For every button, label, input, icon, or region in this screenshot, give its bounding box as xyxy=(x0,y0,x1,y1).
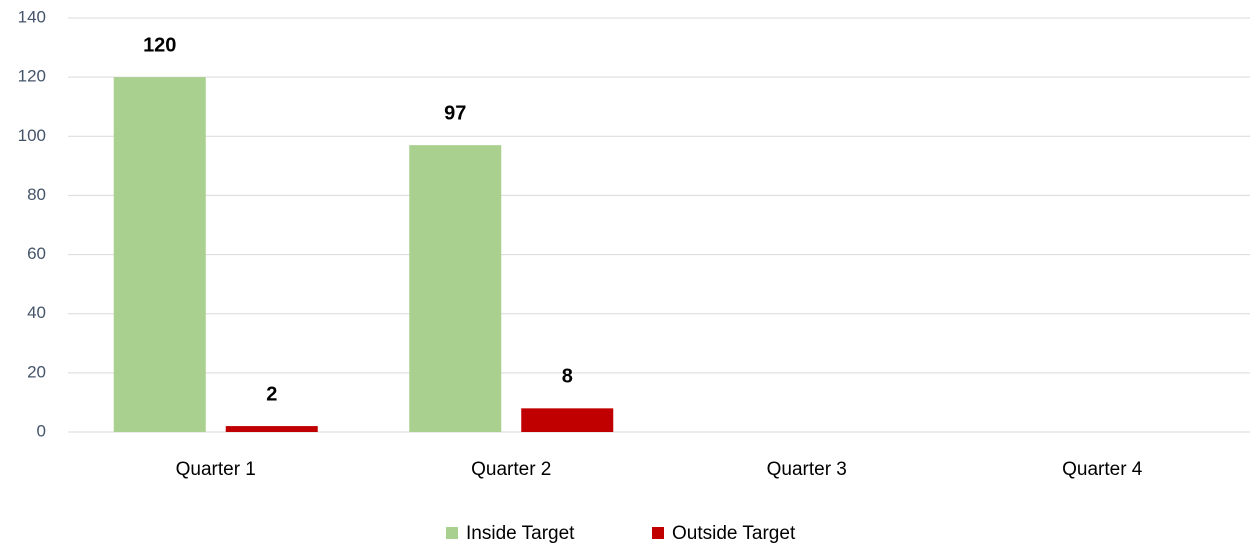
legend-swatch xyxy=(446,527,458,539)
y-tick-label: 140 xyxy=(18,7,46,26)
y-tick-label: 60 xyxy=(27,244,46,263)
y-tick-label: 120 xyxy=(18,67,46,86)
bar xyxy=(409,145,502,432)
x-tick-label: Quarter 3 xyxy=(767,459,847,480)
y-tick-label: 20 xyxy=(27,362,46,381)
data-label: 2 xyxy=(266,383,277,405)
data-label: 8 xyxy=(562,366,573,388)
bar xyxy=(225,426,318,432)
y-tick-label: 0 xyxy=(37,421,46,440)
y-tick-label: 80 xyxy=(27,185,46,204)
legend-label: Outside Target xyxy=(672,523,796,544)
x-tick-label: Quarter 1 xyxy=(176,459,256,480)
data-label: 120 xyxy=(143,34,176,56)
x-tick-label: Quarter 4 xyxy=(1062,459,1143,480)
bar xyxy=(113,77,206,433)
y-tick-label: 100 xyxy=(18,126,46,145)
legend-label: Inside Target xyxy=(466,523,575,544)
legend-swatch xyxy=(652,527,664,539)
x-tick-label: Quarter 2 xyxy=(471,459,551,480)
data-label: 97 xyxy=(444,102,466,124)
bar xyxy=(521,408,614,432)
y-tick-label: 40 xyxy=(27,303,46,322)
